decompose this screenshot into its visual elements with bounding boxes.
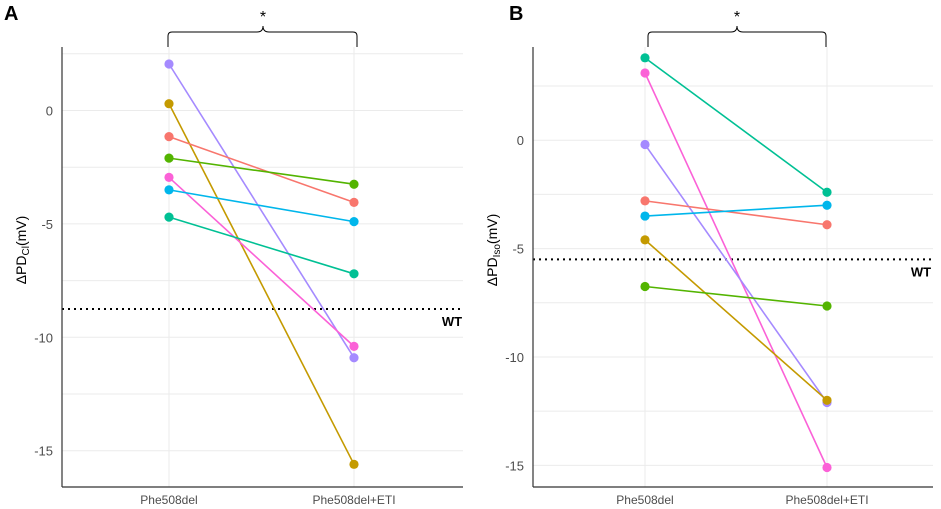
panel-b-x-tick-label-0: Phe508del xyxy=(616,493,673,507)
panel-a-series-red xyxy=(164,131,359,207)
panel-a-series-blue-point-0 xyxy=(164,185,174,195)
panel-a-series-blue-point-1 xyxy=(349,217,359,227)
panel-a: A WT 0 -5 -10 -15 Phe508del Phe508del+ETI ΔPD… xyxy=(4,3,463,507)
panel-a-y-title-sub: Cl xyxy=(21,246,32,255)
panel-a-axes: 0 -5 -10 -15 Phe508del Phe508del+ETI xyxy=(34,47,463,507)
panel-a-series-green-point-0 xyxy=(164,153,174,163)
panel-a-series-purple-point-1 xyxy=(349,353,359,363)
panel-b-y-tick-label-2: -10 xyxy=(505,350,524,365)
panel-b-series-teal-line xyxy=(644,57,828,193)
panel-b-series-purple-point-0 xyxy=(640,139,650,150)
panel-a-y-title-unit: (mV) xyxy=(13,216,29,246)
panel-a-series-blue xyxy=(164,185,359,227)
panel-a-series-olive-point-1 xyxy=(349,459,359,469)
panel-a-series-magenta-line xyxy=(168,176,355,347)
panel-b-series-red-line xyxy=(644,200,828,226)
panel-b-y-axis-title: ΔPDIso(mV) xyxy=(484,214,503,286)
panel-b-series-red xyxy=(640,196,832,230)
panel-b-series-magenta-point-1 xyxy=(822,462,832,473)
panel-b-label: B xyxy=(509,3,523,25)
panel-b-series-teal-point-0 xyxy=(640,53,650,63)
panel-a-series-green-line xyxy=(168,157,355,186)
panel-a-series-teal-point-0 xyxy=(164,212,174,222)
panel-a-series-olive-line xyxy=(168,103,355,465)
panel-b-series-olive-point-1 xyxy=(822,395,832,405)
panel-a-y-tick-label-0: 0 xyxy=(46,104,53,119)
panel-b-reference: WT xyxy=(533,258,933,279)
panel-a-wt-label: WT xyxy=(442,314,462,329)
panel-a-series-olive xyxy=(164,99,359,469)
panel-b-series-teal xyxy=(640,53,832,197)
panel-b-significance-bracket xyxy=(647,25,827,47)
panel-a-series-green xyxy=(164,153,359,189)
panel-b-series-green-point-1 xyxy=(822,301,832,311)
panel-b-series-red-point-1 xyxy=(822,220,832,230)
panel-b-wt-label: WT xyxy=(911,264,931,279)
panel-a-series-blue-line xyxy=(168,189,355,223)
panel-b-y-title-unit: (mV) xyxy=(484,214,500,244)
panel-b-series-blue-line xyxy=(644,204,828,217)
panel-a-x-tick-label-0: Phe508del xyxy=(140,493,197,507)
panel-b-series-green xyxy=(640,281,832,311)
panel-b-series-blue-point-0 xyxy=(640,211,650,221)
panel-b-series xyxy=(640,53,832,473)
panel-b-series-blue-point-1 xyxy=(822,200,832,210)
panel-b-y-tick-label-0: 0 xyxy=(517,133,524,148)
panel-a-y-title-main: ΔPD xyxy=(13,255,29,284)
panel-a-y-tick-label-3: -15 xyxy=(34,444,53,459)
panel-b-series-teal-point-1 xyxy=(822,187,832,197)
panel-b-series-purple-line xyxy=(644,144,828,403)
panel-a-series-olive-point-0 xyxy=(164,99,174,109)
panel-a-series-teal-point-1 xyxy=(349,269,359,279)
panel-a-y-tick-label-2: -10 xyxy=(34,330,53,345)
panel-b-series-magenta-line xyxy=(644,72,828,468)
panel-a-series-purple xyxy=(164,59,359,363)
panel-a-significance-bracket xyxy=(167,25,358,47)
panel-b-series-red-point-0 xyxy=(640,196,650,206)
panel-b-axes: 0 -5 -10 -15 Phe508del Phe508del+ETI xyxy=(505,47,933,507)
panel-a-series-purple-line xyxy=(168,63,355,359)
panel-b-significance-star: * xyxy=(734,9,740,26)
panel-b-series-purple xyxy=(640,139,832,408)
panel-a-series-red-line xyxy=(168,135,355,204)
panel-b-y-tick-label-1: -5 xyxy=(512,242,524,257)
panel-b-series-magenta-point-0 xyxy=(640,68,650,78)
panel-a-y-axis-title: ΔPDCl(mV) xyxy=(13,216,32,285)
panel-a-series-magenta-point-1 xyxy=(349,341,359,351)
panel-a-label: A xyxy=(4,3,18,25)
panel-b-grid xyxy=(533,47,933,487)
panel-b-series-magenta xyxy=(640,68,832,473)
panel-a-significance-star: * xyxy=(260,9,266,26)
panel-b-series-olive-line xyxy=(644,239,828,401)
panel-a-y-tick-label-1: -5 xyxy=(41,217,53,232)
panel-b-series-green-line xyxy=(644,285,828,307)
panel-b-y-tick-label-3: -15 xyxy=(505,458,524,473)
panel-a-grid xyxy=(62,47,463,487)
panel-b-y-title-sub: Iso xyxy=(492,244,503,258)
panel-a-series xyxy=(164,59,359,469)
panel-b-series-olive-point-0 xyxy=(640,235,650,245)
panel-a-series-red-point-1 xyxy=(349,197,359,207)
panel-a-reference: WT xyxy=(62,307,463,329)
panel-a-x-tick-label-1: Phe508del+ETI xyxy=(312,493,395,507)
panel-b-y-title-main: ΔPD xyxy=(484,257,500,286)
panel-a-series-magenta-point-0 xyxy=(164,172,174,183)
panel-b: B WT 0 -5 -10 -15 Phe508del Phe508del+ETI ΔPD… xyxy=(484,3,933,507)
panel-b-x-tick-label-1: Phe508del+ETI xyxy=(785,493,868,507)
panel-a-series-teal-line xyxy=(168,216,355,275)
panel-a-series-green-point-1 xyxy=(349,179,359,189)
panel-a-series-teal xyxy=(164,212,359,279)
panel-b-series-green-point-0 xyxy=(640,281,650,292)
panel-a-series-purple-point-0 xyxy=(164,59,174,69)
panel-a-series-red-point-0 xyxy=(164,131,174,142)
panel-a-series-magenta xyxy=(164,172,359,351)
panel-b-series-olive xyxy=(640,235,832,405)
panel-b-series-blue xyxy=(640,200,832,221)
